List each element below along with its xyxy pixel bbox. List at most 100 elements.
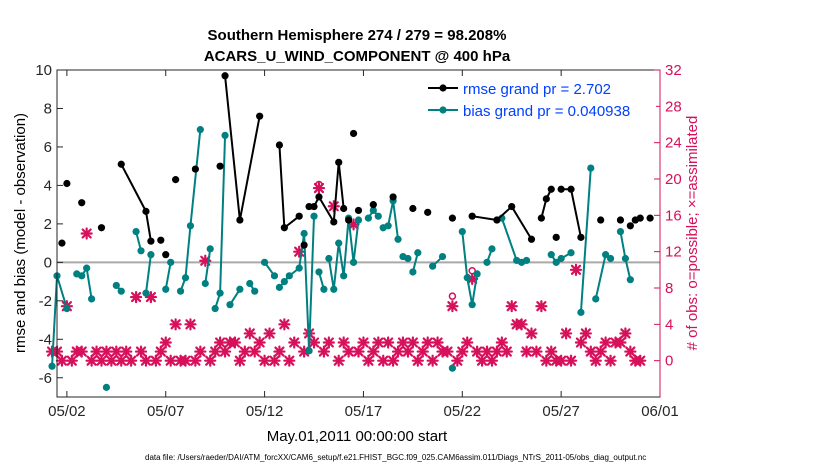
obs-assimilated-point <box>129 290 143 304</box>
y-left-tick-label: 4 <box>44 177 52 194</box>
y-right-tick-label: 20 <box>665 171 682 188</box>
bias-point <box>320 285 328 293</box>
y-right-tick-label: 12 <box>665 244 682 261</box>
bias-point <box>463 274 471 282</box>
legend-bias-label: bias grand pr = 0.040938 <box>463 103 630 120</box>
bias-point <box>305 347 313 355</box>
obs-assimilated-point <box>134 345 148 358</box>
obs-possible-point <box>448 292 457 300</box>
bias-point <box>236 285 244 293</box>
bias-point <box>602 251 610 259</box>
obs-assimilated-point <box>228 336 242 349</box>
rmse-point <box>335 158 343 166</box>
obs-assimilated-point <box>431 336 444 349</box>
obs-assimilated-point <box>263 327 276 340</box>
rmse-point <box>626 222 634 230</box>
obs-assimilated-point <box>258 354 271 367</box>
obs-assimilated-point <box>461 336 474 349</box>
rmse-point <box>557 185 565 193</box>
obs-assimilated-point <box>218 345 232 358</box>
y-left-tick-label: 0 <box>44 254 52 271</box>
x-tick-label: 05/02 <box>48 403 86 420</box>
obs-assimilated-point <box>179 354 192 367</box>
y-axis-right-label: # of obs: o=possible; ×=assimilated <box>684 116 701 351</box>
obs-assimilated-point <box>75 345 88 358</box>
bias-line-segment <box>179 129 202 292</box>
bias-point <box>102 383 111 391</box>
bias-point <box>87 295 96 303</box>
bias-point <box>429 262 437 270</box>
series-rmse <box>58 72 654 259</box>
y-right-tick-label: 32 <box>665 62 682 79</box>
x-tick-label: 05/22 <box>444 403 482 420</box>
y-left-tick-label: -4 <box>39 331 52 348</box>
obs-assimilated-point <box>545 345 558 358</box>
rmse-point <box>305 202 313 211</box>
obs-assimilated-point <box>401 345 415 358</box>
bias-point <box>606 254 615 263</box>
obs-assimilated-point <box>367 345 380 358</box>
obs-assimilated-point <box>55 354 69 367</box>
obs-assimilated-point <box>584 345 597 358</box>
y-axis-left-ticks: -6 -4 -2 0 2 4 6 8 10 <box>35 62 63 387</box>
rmse-point <box>493 216 501 224</box>
y-right-tick-label: 4 <box>665 316 673 333</box>
rmse-point <box>147 237 155 245</box>
obs-assimilated-point <box>505 300 518 313</box>
rmse-line-segment <box>540 188 553 219</box>
rmse-line-segment <box>561 188 582 238</box>
bias-point <box>547 251 555 259</box>
bias-point <box>621 254 630 263</box>
obs-assimilated-point <box>372 336 385 349</box>
obs-assimilated-point <box>154 345 167 358</box>
obs-assimilated-point <box>515 318 528 331</box>
bias-point <box>325 254 333 263</box>
rmse-point <box>330 218 338 226</box>
bias-point <box>330 285 338 293</box>
obs-assimilated-point <box>362 354 375 367</box>
bias-point <box>48 362 56 370</box>
rmse-point <box>389 193 397 201</box>
obs-assimilated-point <box>599 336 612 349</box>
rmse-point <box>310 202 318 211</box>
obs-assimilated-point <box>604 354 617 367</box>
bias-line-segment <box>382 199 400 240</box>
bias-point <box>577 308 585 316</box>
rmse-point <box>646 214 654 222</box>
bias-point <box>196 126 204 134</box>
obs-assimilated-point <box>480 345 494 358</box>
obs-assimilated-point <box>564 354 578 367</box>
x-tick-label: 05/07 <box>147 403 185 420</box>
obs-assimilated-point <box>120 345 133 358</box>
obs-assimilated-point <box>159 336 172 349</box>
bias-point <box>132 227 140 236</box>
obs-assimilated-point <box>105 354 118 367</box>
obs-assimilated-point <box>189 354 202 367</box>
rmse-point <box>636 214 644 222</box>
bias-point <box>409 268 417 276</box>
legend-rmse-marker <box>439 84 447 92</box>
bias-point <box>458 227 466 236</box>
bias-point <box>295 264 303 272</box>
legend: rmse grand pr = 2.702 bias grand pr = 0.… <box>418 79 656 121</box>
rmse-point <box>567 185 575 193</box>
obs-assimilated-point <box>85 354 98 367</box>
bias-point <box>552 258 560 266</box>
obs-assimilated-point <box>485 354 499 367</box>
obs-assimilated-point <box>386 354 400 367</box>
bias-line-segment <box>164 262 172 290</box>
bias-point <box>201 279 209 288</box>
rmse-point <box>256 112 264 120</box>
bias-point <box>226 301 234 309</box>
rmse-point <box>157 236 165 244</box>
bias-point <box>567 249 575 257</box>
rmse-point <box>63 179 71 188</box>
rmse-point <box>552 233 560 241</box>
obs-assimilated-point <box>451 354 464 367</box>
obs-assimilated-point <box>278 318 291 331</box>
obs-assimilated-point <box>555 354 568 367</box>
rmse-point <box>216 162 224 170</box>
obs-assimilated-point <box>446 300 459 313</box>
rmse-line-segment <box>472 205 533 240</box>
obs-assimilated-point <box>253 336 266 349</box>
